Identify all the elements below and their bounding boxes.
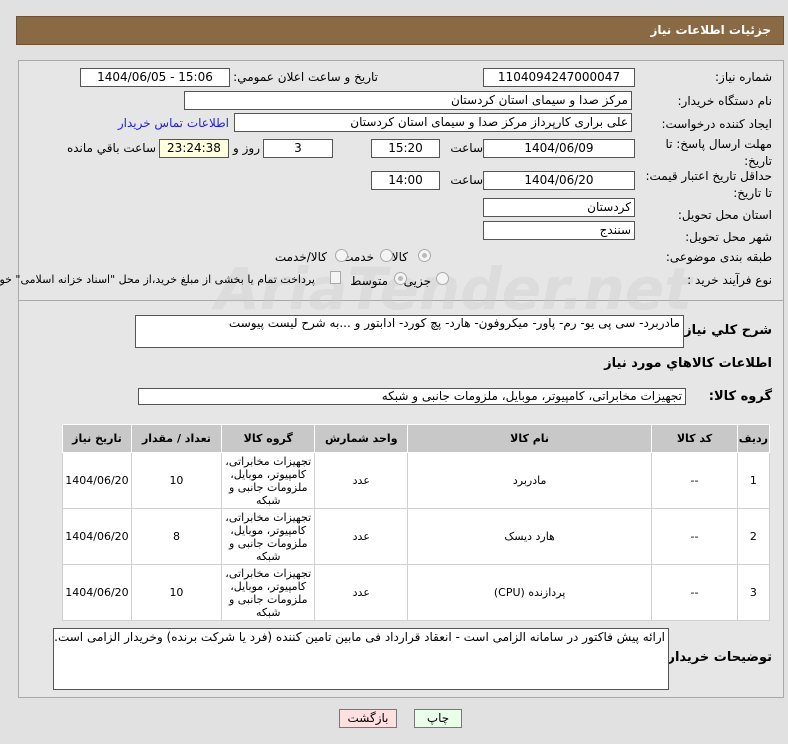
cell-index: 1 xyxy=(736,452,771,509)
col-index: ردیف xyxy=(736,424,771,453)
table-row: 2 -- هارد دیسک عدد تجهیزات مخابراتی، کامپیوت… xyxy=(62,508,771,565)
announce-field: 1404/06/05 - 15:06 xyxy=(80,68,230,87)
cell-unit: عدد xyxy=(314,564,409,621)
col-code: کد کالا xyxy=(651,424,738,453)
cell-qty: 8 xyxy=(130,508,222,565)
category-option-service: خدمت xyxy=(342,250,374,264)
need-number-label: شماره نیاز: xyxy=(715,70,772,84)
deadline-date-field: 1404/06/09 xyxy=(483,139,635,158)
validity-time-label: ساعت xyxy=(450,173,483,187)
cell-name: هارد دیسک xyxy=(407,508,653,565)
back-button[interactable]: بازگشت xyxy=(339,709,397,728)
contact-buyer-link[interactable]: اطلاعات تماس خریدار xyxy=(117,116,229,130)
days-field: 3 xyxy=(263,139,333,158)
remaining-time-field: 23:24:38 xyxy=(159,139,229,158)
cell-date: 1404/06/20 xyxy=(62,564,132,621)
announce-label: تاریخ و ساعت اعلان عمومي: xyxy=(233,70,378,84)
process-label: نوع فرآیند خرید : xyxy=(687,273,772,287)
category-radio-goods-service[interactable] xyxy=(335,249,348,262)
description-textarea[interactable]: مادربرد- سی پی یو- رم- پاور- میکروفون- ه… xyxy=(135,315,684,348)
cell-code: -- xyxy=(651,452,738,509)
cell-group: تجهیزات مخابراتی، کامپیوتر، موبایل، ملزو… xyxy=(220,508,316,565)
process-radio-minor[interactable] xyxy=(436,272,449,285)
cell-name: مادربرد xyxy=(407,452,653,509)
page-header: جزئیات اطلاعات نیاز xyxy=(16,16,784,45)
goods-info-title: اطلاعات کالاهاي مورد نياز xyxy=(604,356,772,371)
cell-qty: 10 xyxy=(130,452,222,509)
validity-time-field: 14:00 xyxy=(371,171,440,190)
cell-qty: 10 xyxy=(130,564,222,621)
table-row: 1 -- مادربرد عدد تجهیزات مخابراتی، کامپیوتر،… xyxy=(62,452,771,509)
process-radio-medium[interactable] xyxy=(394,272,407,285)
province-field: کردستان xyxy=(483,198,635,217)
creator-field: علی براری کارپرداز مرکز صدا و سیمای استا… xyxy=(234,113,632,132)
cell-unit: عدد xyxy=(314,508,409,565)
col-group: گروه کالا xyxy=(220,424,316,453)
notes-label: توضیحات خریدار: xyxy=(662,650,772,665)
cell-index: 2 xyxy=(736,508,771,565)
deadline-label: مهلت ارسال پاسخ: تا تاریخ: xyxy=(665,137,772,168)
remaining-label: ساعت باقي مانده xyxy=(66,141,156,155)
cell-date: 1404/06/20 xyxy=(62,452,132,509)
buyer-org-field: مرکز صدا و سیمای استان کردستان xyxy=(184,91,632,110)
deadline-time-label: ساعت xyxy=(450,141,483,155)
city-label: شهر محل تحویل: xyxy=(685,230,772,244)
validity-date-field: 1404/06/20 xyxy=(483,171,635,190)
need-number-field: 1104094247000047 xyxy=(483,68,635,87)
creator-label: ایجاد کننده درخواست: xyxy=(661,117,772,131)
cell-index: 3 xyxy=(736,564,771,621)
cell-name: پردازنده (CPU) xyxy=(407,564,653,621)
process-option-medium: متوسط xyxy=(350,274,388,288)
province-label: استان محل تحویل: xyxy=(677,208,772,222)
cell-group: تجهیزات مخابراتی، کامپیوتر، موبایل، ملزو… xyxy=(220,564,316,621)
cell-date: 1404/06/20 xyxy=(62,508,132,565)
page-title: جزئیات اطلاعات نیاز xyxy=(650,23,771,37)
validity-label: حداقل تاریخ اعتبار قیمت: تا تاریخ: xyxy=(645,169,772,200)
category-label: طبقه بندی موضوعی: xyxy=(665,250,772,264)
description-label: شرح کلي نياز: xyxy=(678,323,772,338)
treasury-text: پرداخت تمام یا بخشی از مبلغ خرید،از محل … xyxy=(0,273,315,286)
category-radio-service[interactable] xyxy=(380,249,393,262)
city-field: سنندج xyxy=(483,221,635,240)
col-unit: واحد شمارش xyxy=(314,424,409,453)
col-name: نام کالا xyxy=(407,424,653,453)
treasury-checkbox[interactable] xyxy=(330,271,341,284)
notes-textarea[interactable]: ارائه پیش فاکتور در سامانه الزامی است - … xyxy=(53,628,669,690)
category-option-goods: کالا xyxy=(391,250,408,264)
table-header-row: ردیف کد کالا نام کالا واحد شمارش گروه کا… xyxy=(62,424,771,453)
cell-group: تجهیزات مخابراتی، کامپیوتر، موبایل، ملزو… xyxy=(220,452,316,509)
goods-table: ردیف کد کالا نام کالا واحد شمارش گروه کا… xyxy=(62,424,771,621)
print-button[interactable]: چاپ xyxy=(414,709,462,728)
cell-code: -- xyxy=(651,564,738,621)
table-row: 3 -- پردازنده (CPU) عدد تجهیزات مخابراتی، کا… xyxy=(62,564,771,621)
days-label: روز و xyxy=(233,141,260,155)
goods-group-field: تجهیزات مخابراتی، کامپیوتر، موبایل، ملزو… xyxy=(138,388,686,405)
process-option-minor: جزیی xyxy=(403,274,431,288)
goods-group-label: گروه کالا: xyxy=(708,389,772,404)
col-date: تاریخ نیاز xyxy=(62,424,132,453)
category-option-goods-service: کالا/خدمت xyxy=(274,250,327,264)
col-qty: تعداد / مقدار xyxy=(130,424,222,453)
buyer-org-label: نام دستگاه خریدار: xyxy=(677,94,773,108)
category-radio-goods[interactable] xyxy=(418,249,431,262)
cell-unit: عدد xyxy=(314,452,409,509)
cell-code: -- xyxy=(651,508,738,565)
deadline-time-field: 15:20 xyxy=(371,139,440,158)
